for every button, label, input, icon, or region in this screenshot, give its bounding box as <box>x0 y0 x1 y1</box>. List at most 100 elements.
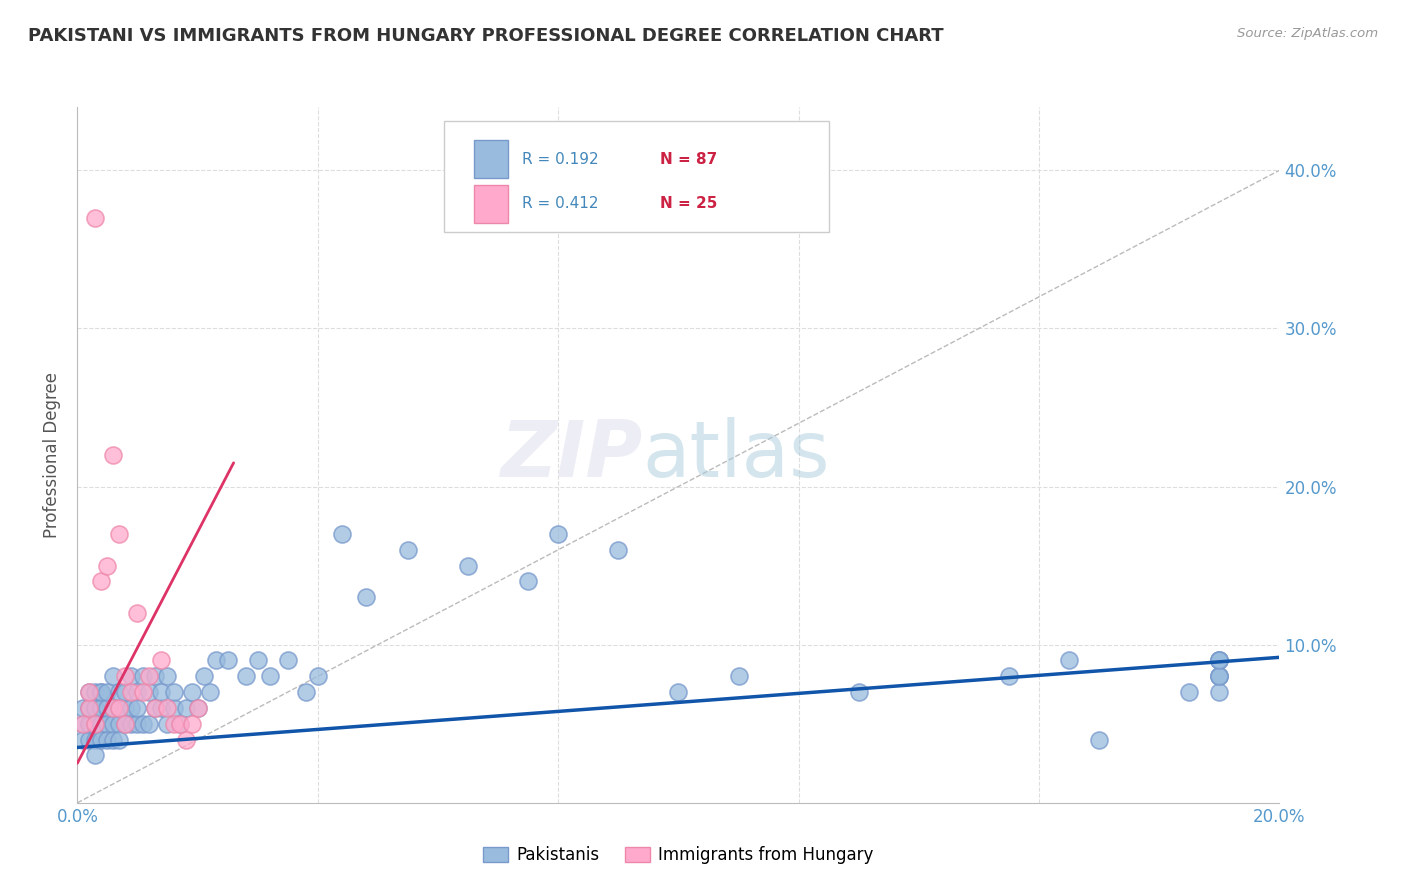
Point <box>103 716 125 731</box>
Point <box>108 527 131 541</box>
Point <box>138 669 160 683</box>
Point <box>217 653 239 667</box>
Point <box>90 716 112 731</box>
Point <box>998 669 1021 683</box>
Point <box>259 669 281 683</box>
Text: ZIP: ZIP <box>501 417 643 493</box>
Point <box>156 701 179 715</box>
Point <box>114 669 136 683</box>
Point <box>150 653 173 667</box>
Point <box>127 685 149 699</box>
Point <box>79 701 101 715</box>
Point <box>114 685 136 699</box>
Point <box>145 701 167 715</box>
Point <box>138 716 160 731</box>
Point <box>169 716 191 731</box>
Point <box>1208 669 1230 683</box>
Point <box>90 685 112 699</box>
Point <box>72 716 94 731</box>
Point <box>246 653 269 667</box>
Text: PAKISTANI VS IMMIGRANTS FROM HUNGARY PROFESSIONAL DEGREE CORRELATION CHART: PAKISTANI VS IMMIGRANTS FROM HUNGARY PRO… <box>28 27 943 45</box>
Point <box>354 591 377 605</box>
Point <box>127 701 149 715</box>
Point <box>517 574 540 589</box>
Point <box>607 542 630 557</box>
Y-axis label: Professional Degree: Professional Degree <box>44 372 62 538</box>
Point <box>108 701 131 715</box>
Point <box>84 716 107 731</box>
Text: N = 87: N = 87 <box>661 152 717 167</box>
Point <box>84 701 107 715</box>
Point <box>84 748 107 763</box>
Point <box>150 701 173 715</box>
Point <box>156 669 179 683</box>
Point <box>132 669 155 683</box>
Point <box>668 685 690 699</box>
Point <box>114 716 136 731</box>
Point <box>90 685 112 699</box>
Point <box>180 685 202 699</box>
Point <box>84 685 107 699</box>
Point <box>1088 732 1111 747</box>
FancyBboxPatch shape <box>474 140 508 178</box>
Point <box>84 732 107 747</box>
Point <box>848 685 870 699</box>
Point <box>1057 653 1080 667</box>
Point <box>330 527 353 541</box>
Point <box>138 685 160 699</box>
FancyBboxPatch shape <box>474 185 508 223</box>
Point <box>96 701 118 715</box>
Point <box>193 669 215 683</box>
Point <box>1208 669 1230 683</box>
Point <box>169 716 191 731</box>
Point <box>108 716 131 731</box>
Point <box>1208 669 1230 683</box>
Point <box>132 716 155 731</box>
Point <box>96 685 118 699</box>
Point <box>96 732 118 747</box>
Point <box>1208 685 1230 699</box>
Point <box>84 701 107 715</box>
Point <box>103 732 125 747</box>
Point <box>180 716 202 731</box>
Point <box>72 701 94 715</box>
Point <box>162 701 184 715</box>
Point <box>90 701 112 715</box>
Point <box>120 685 142 699</box>
Point <box>79 685 101 699</box>
Point <box>96 558 118 573</box>
Point <box>187 701 209 715</box>
Point <box>174 701 197 715</box>
Point <box>79 685 101 699</box>
Point <box>277 653 299 667</box>
Point <box>1178 685 1201 699</box>
Point <box>145 701 167 715</box>
Point <box>120 716 142 731</box>
Point <box>84 211 107 225</box>
Point <box>547 527 569 541</box>
Point <box>103 448 125 462</box>
Point <box>120 669 142 683</box>
Text: Source: ZipAtlas.com: Source: ZipAtlas.com <box>1237 27 1378 40</box>
Point <box>90 732 112 747</box>
Point <box>1208 653 1230 667</box>
Point <box>156 716 179 731</box>
Point <box>294 685 316 699</box>
Point <box>198 685 221 699</box>
Point <box>114 716 136 731</box>
Point <box>145 669 167 683</box>
Point <box>108 685 131 699</box>
Text: R = 0.192: R = 0.192 <box>522 152 599 167</box>
Point <box>103 701 125 715</box>
Text: N = 25: N = 25 <box>661 196 717 211</box>
Point <box>72 732 94 747</box>
Text: R = 0.412: R = 0.412 <box>522 196 599 211</box>
Point <box>235 669 257 683</box>
Point <box>396 542 419 557</box>
Point <box>84 716 107 731</box>
Text: atlas: atlas <box>643 417 830 493</box>
Point <box>108 701 131 715</box>
Point <box>457 558 479 573</box>
Point <box>1208 653 1230 667</box>
Point <box>307 669 329 683</box>
